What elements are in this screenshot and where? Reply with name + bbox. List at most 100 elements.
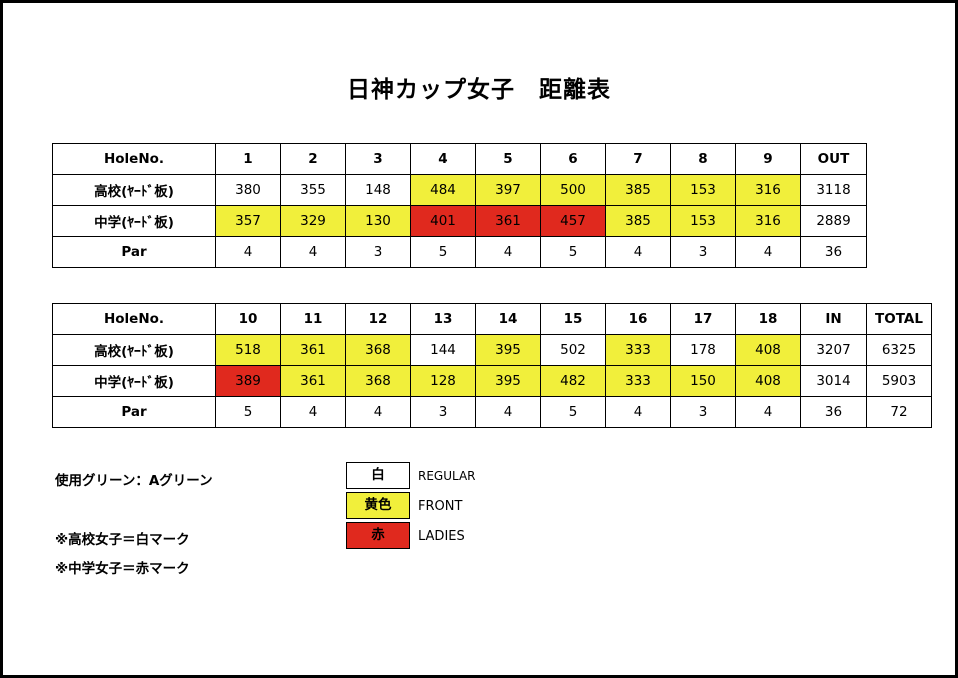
distance-cell: 484 bbox=[410, 174, 476, 206]
legend-red-swatch: 赤 bbox=[346, 522, 410, 549]
hole-header-cell: 18 bbox=[735, 303, 801, 335]
back-nine-table: HoleNo. 10 11 12 13 14 15 16 17 18 IN TOTAL 高校(ﾔｰﾄﾞ板… bbox=[52, 303, 932, 428]
distance-cell: 6325 bbox=[866, 334, 932, 366]
distance-cell: 4 bbox=[215, 236, 281, 268]
distance-cell: 355 bbox=[280, 174, 346, 206]
distance-cell: 2889 bbox=[800, 205, 867, 237]
table-row: 高校(ﾔｰﾄﾞ板) 380 355 148 484 397 500 385 153 316 3118 bbox=[52, 174, 867, 206]
hole-no-header: HoleNo. bbox=[52, 143, 216, 175]
distance-cell: 4 bbox=[345, 396, 411, 428]
hole-header-cell: 16 bbox=[605, 303, 671, 335]
distance-cell: 361 bbox=[475, 205, 541, 237]
distance-cell: 5 bbox=[410, 236, 476, 268]
hole-header-cell: 9 bbox=[735, 143, 801, 175]
distance-cell: 333 bbox=[605, 334, 671, 366]
distance-cell: 408 bbox=[735, 334, 801, 366]
hole-header-cell: 7 bbox=[605, 143, 671, 175]
row-label: 中学(ﾔｰﾄﾞ板) bbox=[52, 365, 216, 397]
table-row: 中学(ﾔｰﾄﾞ板) 357 329 130 401 361 457 385 153 316 2889 bbox=[52, 205, 867, 237]
distance-cell: 368 bbox=[345, 334, 411, 366]
distance-cell: 408 bbox=[735, 365, 801, 397]
distance-cell: 4 bbox=[475, 396, 541, 428]
distance-cell: 144 bbox=[410, 334, 476, 366]
distance-cell: 316 bbox=[735, 174, 801, 206]
distance-cell: 395 bbox=[475, 365, 541, 397]
high-school-note: ※高校女子＝白マーク bbox=[55, 532, 190, 548]
distance-cell: 5903 bbox=[866, 365, 932, 397]
legend-yellow-swatch: 黄色 bbox=[346, 492, 410, 519]
legend-ladies-label: LADIES bbox=[418, 529, 465, 544]
distance-cell: 178 bbox=[670, 334, 736, 366]
distance-cell: 518 bbox=[215, 334, 281, 366]
row-label: 高校(ﾔｰﾄﾞ板) bbox=[52, 334, 216, 366]
hole-header-cell: 15 bbox=[540, 303, 606, 335]
table-row: Par 4 4 3 5 4 5 4 3 4 36 bbox=[52, 236, 867, 268]
distance-cell: 316 bbox=[735, 205, 801, 237]
row-label: Par bbox=[52, 396, 216, 428]
distance-cell: 380 bbox=[215, 174, 281, 206]
hole-header-cell: OUT bbox=[800, 143, 867, 175]
distance-cell: 128 bbox=[410, 365, 476, 397]
legend-front-label: FRONT bbox=[418, 499, 463, 514]
distance-cell: 150 bbox=[670, 365, 736, 397]
distance-cell: 5 bbox=[215, 396, 281, 428]
distance-cell: 4 bbox=[280, 396, 346, 428]
distance-cell: 3 bbox=[670, 396, 736, 428]
distance-cell: 4 bbox=[280, 236, 346, 268]
distance-cell: 395 bbox=[475, 334, 541, 366]
distance-cell: 397 bbox=[475, 174, 541, 206]
distance-cell: 4 bbox=[475, 236, 541, 268]
row-label: 高校(ﾔｰﾄﾞ板) bbox=[52, 174, 216, 206]
hole-header-cell: 11 bbox=[280, 303, 346, 335]
back_nine-header-row: HoleNo. 10 11 12 13 14 15 16 17 18 IN TOTAL bbox=[52, 303, 932, 335]
hole-header-cell: IN bbox=[800, 303, 867, 335]
hole-header-cell: 8 bbox=[670, 143, 736, 175]
back-nine-body: HoleNo. 10 11 12 13 14 15 16 17 18 IN TOTAL 高校(ﾔｰﾄﾞ板… bbox=[52, 303, 932, 428]
table-row: 高校(ﾔｰﾄﾞ板) 518 361 368 144 395 502 333 178 408 3207… bbox=[52, 334, 932, 366]
distance-cell: 3014 bbox=[800, 365, 867, 397]
distance-cell: 482 bbox=[540, 365, 606, 397]
distance-cell: 389 bbox=[215, 365, 281, 397]
distance-cell: 357 bbox=[215, 205, 281, 237]
hole-header-cell: 17 bbox=[670, 303, 736, 335]
hole-no-header: HoleNo. bbox=[52, 303, 216, 335]
distance-cell: 3207 bbox=[800, 334, 867, 366]
distance-cell: 72 bbox=[866, 396, 932, 428]
front-nine-body: HoleNo. 1 2 3 4 5 6 7 8 9 OUT 高校(ﾔｰﾄﾞ板) 380 355 148 484… bbox=[52, 143, 867, 268]
distance-cell: 36 bbox=[800, 236, 867, 268]
row-label: 中学(ﾔｰﾄﾞ板) bbox=[52, 205, 216, 237]
distance-cell: 148 bbox=[345, 174, 411, 206]
distance-cell: 4 bbox=[735, 396, 801, 428]
distance-cell: 368 bbox=[345, 365, 411, 397]
distance-cell: 36 bbox=[800, 396, 867, 428]
distance-cell: 5 bbox=[540, 396, 606, 428]
distance-cell: 333 bbox=[605, 365, 671, 397]
distance-cell: 502 bbox=[540, 334, 606, 366]
distance-cell: 361 bbox=[280, 334, 346, 366]
hole-header-cell: 3 bbox=[345, 143, 411, 175]
hole-header-cell: 10 bbox=[215, 303, 281, 335]
hole-header-cell: 14 bbox=[475, 303, 541, 335]
distance-cell: 457 bbox=[540, 205, 606, 237]
distance-cell: 3 bbox=[345, 236, 411, 268]
distance-cell: 401 bbox=[410, 205, 476, 237]
distance-cell: 153 bbox=[670, 205, 736, 237]
page-title: 日神カップ女子 距離表 bbox=[347, 77, 611, 103]
distance-cell: 153 bbox=[670, 174, 736, 206]
hole-header-cell: 2 bbox=[280, 143, 346, 175]
hole-header-cell: TOTAL bbox=[866, 303, 932, 335]
table-row: 中学(ﾔｰﾄﾞ板) 389 361 368 128 395 482 333 150 408 3014… bbox=[52, 365, 932, 397]
distance-cell: 5 bbox=[540, 236, 606, 268]
distance-cell: 385 bbox=[605, 205, 671, 237]
table-row: Par 5 4 4 3 4 5 4 3 4 36 72 bbox=[52, 396, 932, 428]
hole-header-cell: 12 bbox=[345, 303, 411, 335]
distance-cell: 130 bbox=[345, 205, 411, 237]
hole-header-cell: 1 bbox=[215, 143, 281, 175]
distance-cell: 385 bbox=[605, 174, 671, 206]
distance-cell: 500 bbox=[540, 174, 606, 206]
legend-regular-label: REGULAR bbox=[418, 469, 476, 483]
front_nine-header-row: HoleNo. 1 2 3 4 5 6 7 8 9 OUT bbox=[52, 143, 867, 175]
distance-cell: 3 bbox=[410, 396, 476, 428]
hole-header-cell: 4 bbox=[410, 143, 476, 175]
